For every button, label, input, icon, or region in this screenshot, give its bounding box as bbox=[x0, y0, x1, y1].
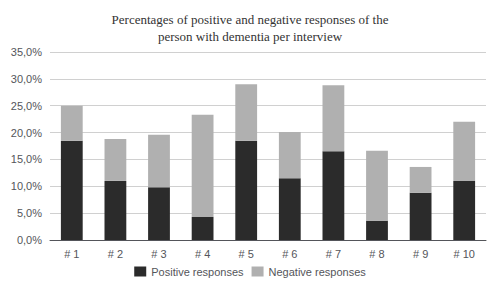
svg-text:# 1: # 1 bbox=[64, 248, 79, 260]
svg-text:Positive responses: Positive responses bbox=[151, 266, 244, 278]
svg-text:# 4: # 4 bbox=[195, 248, 210, 260]
svg-text:# 7: # 7 bbox=[326, 248, 341, 260]
svg-text:person with dementia per inter: person with dementia per interview bbox=[158, 29, 343, 44]
svg-text:30,0%: 30,0% bbox=[11, 73, 42, 85]
svg-text:25,0%: 25,0% bbox=[11, 100, 42, 112]
svg-text:35,0%: 35,0% bbox=[11, 46, 42, 58]
svg-text:# 8: # 8 bbox=[369, 248, 384, 260]
svg-text:20,0%: 20,0% bbox=[11, 127, 42, 139]
svg-text:10,0%: 10,0% bbox=[11, 180, 42, 192]
svg-text:# 10: # 10 bbox=[453, 248, 474, 260]
svg-text:# 2: # 2 bbox=[108, 248, 123, 260]
svg-text:0,0%: 0,0% bbox=[17, 234, 42, 246]
svg-text:# 5: # 5 bbox=[239, 248, 254, 260]
svg-text:15,0%: 15,0% bbox=[11, 153, 42, 165]
svg-text:Negative responses: Negative responses bbox=[269, 266, 367, 278]
svg-text:Percentages of positive and ne: Percentages of positive and negative res… bbox=[112, 12, 389, 27]
svg-text:5,0%: 5,0% bbox=[17, 207, 42, 219]
svg-text:# 6: # 6 bbox=[282, 248, 297, 260]
svg-text:# 3: # 3 bbox=[151, 248, 166, 260]
svg-text:# 9: # 9 bbox=[413, 248, 428, 260]
